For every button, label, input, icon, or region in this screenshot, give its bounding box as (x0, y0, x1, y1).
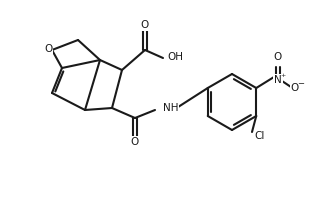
Text: −: − (297, 80, 304, 89)
Text: Cl: Cl (255, 131, 265, 141)
Text: +: + (280, 72, 286, 77)
Text: O: O (291, 83, 299, 93)
Text: O: O (131, 137, 139, 147)
Text: O: O (141, 20, 149, 30)
Text: O: O (44, 44, 52, 54)
Text: O: O (274, 52, 282, 62)
Text: OH: OH (167, 52, 183, 62)
Text: NH: NH (163, 103, 178, 113)
Text: N: N (274, 75, 282, 85)
